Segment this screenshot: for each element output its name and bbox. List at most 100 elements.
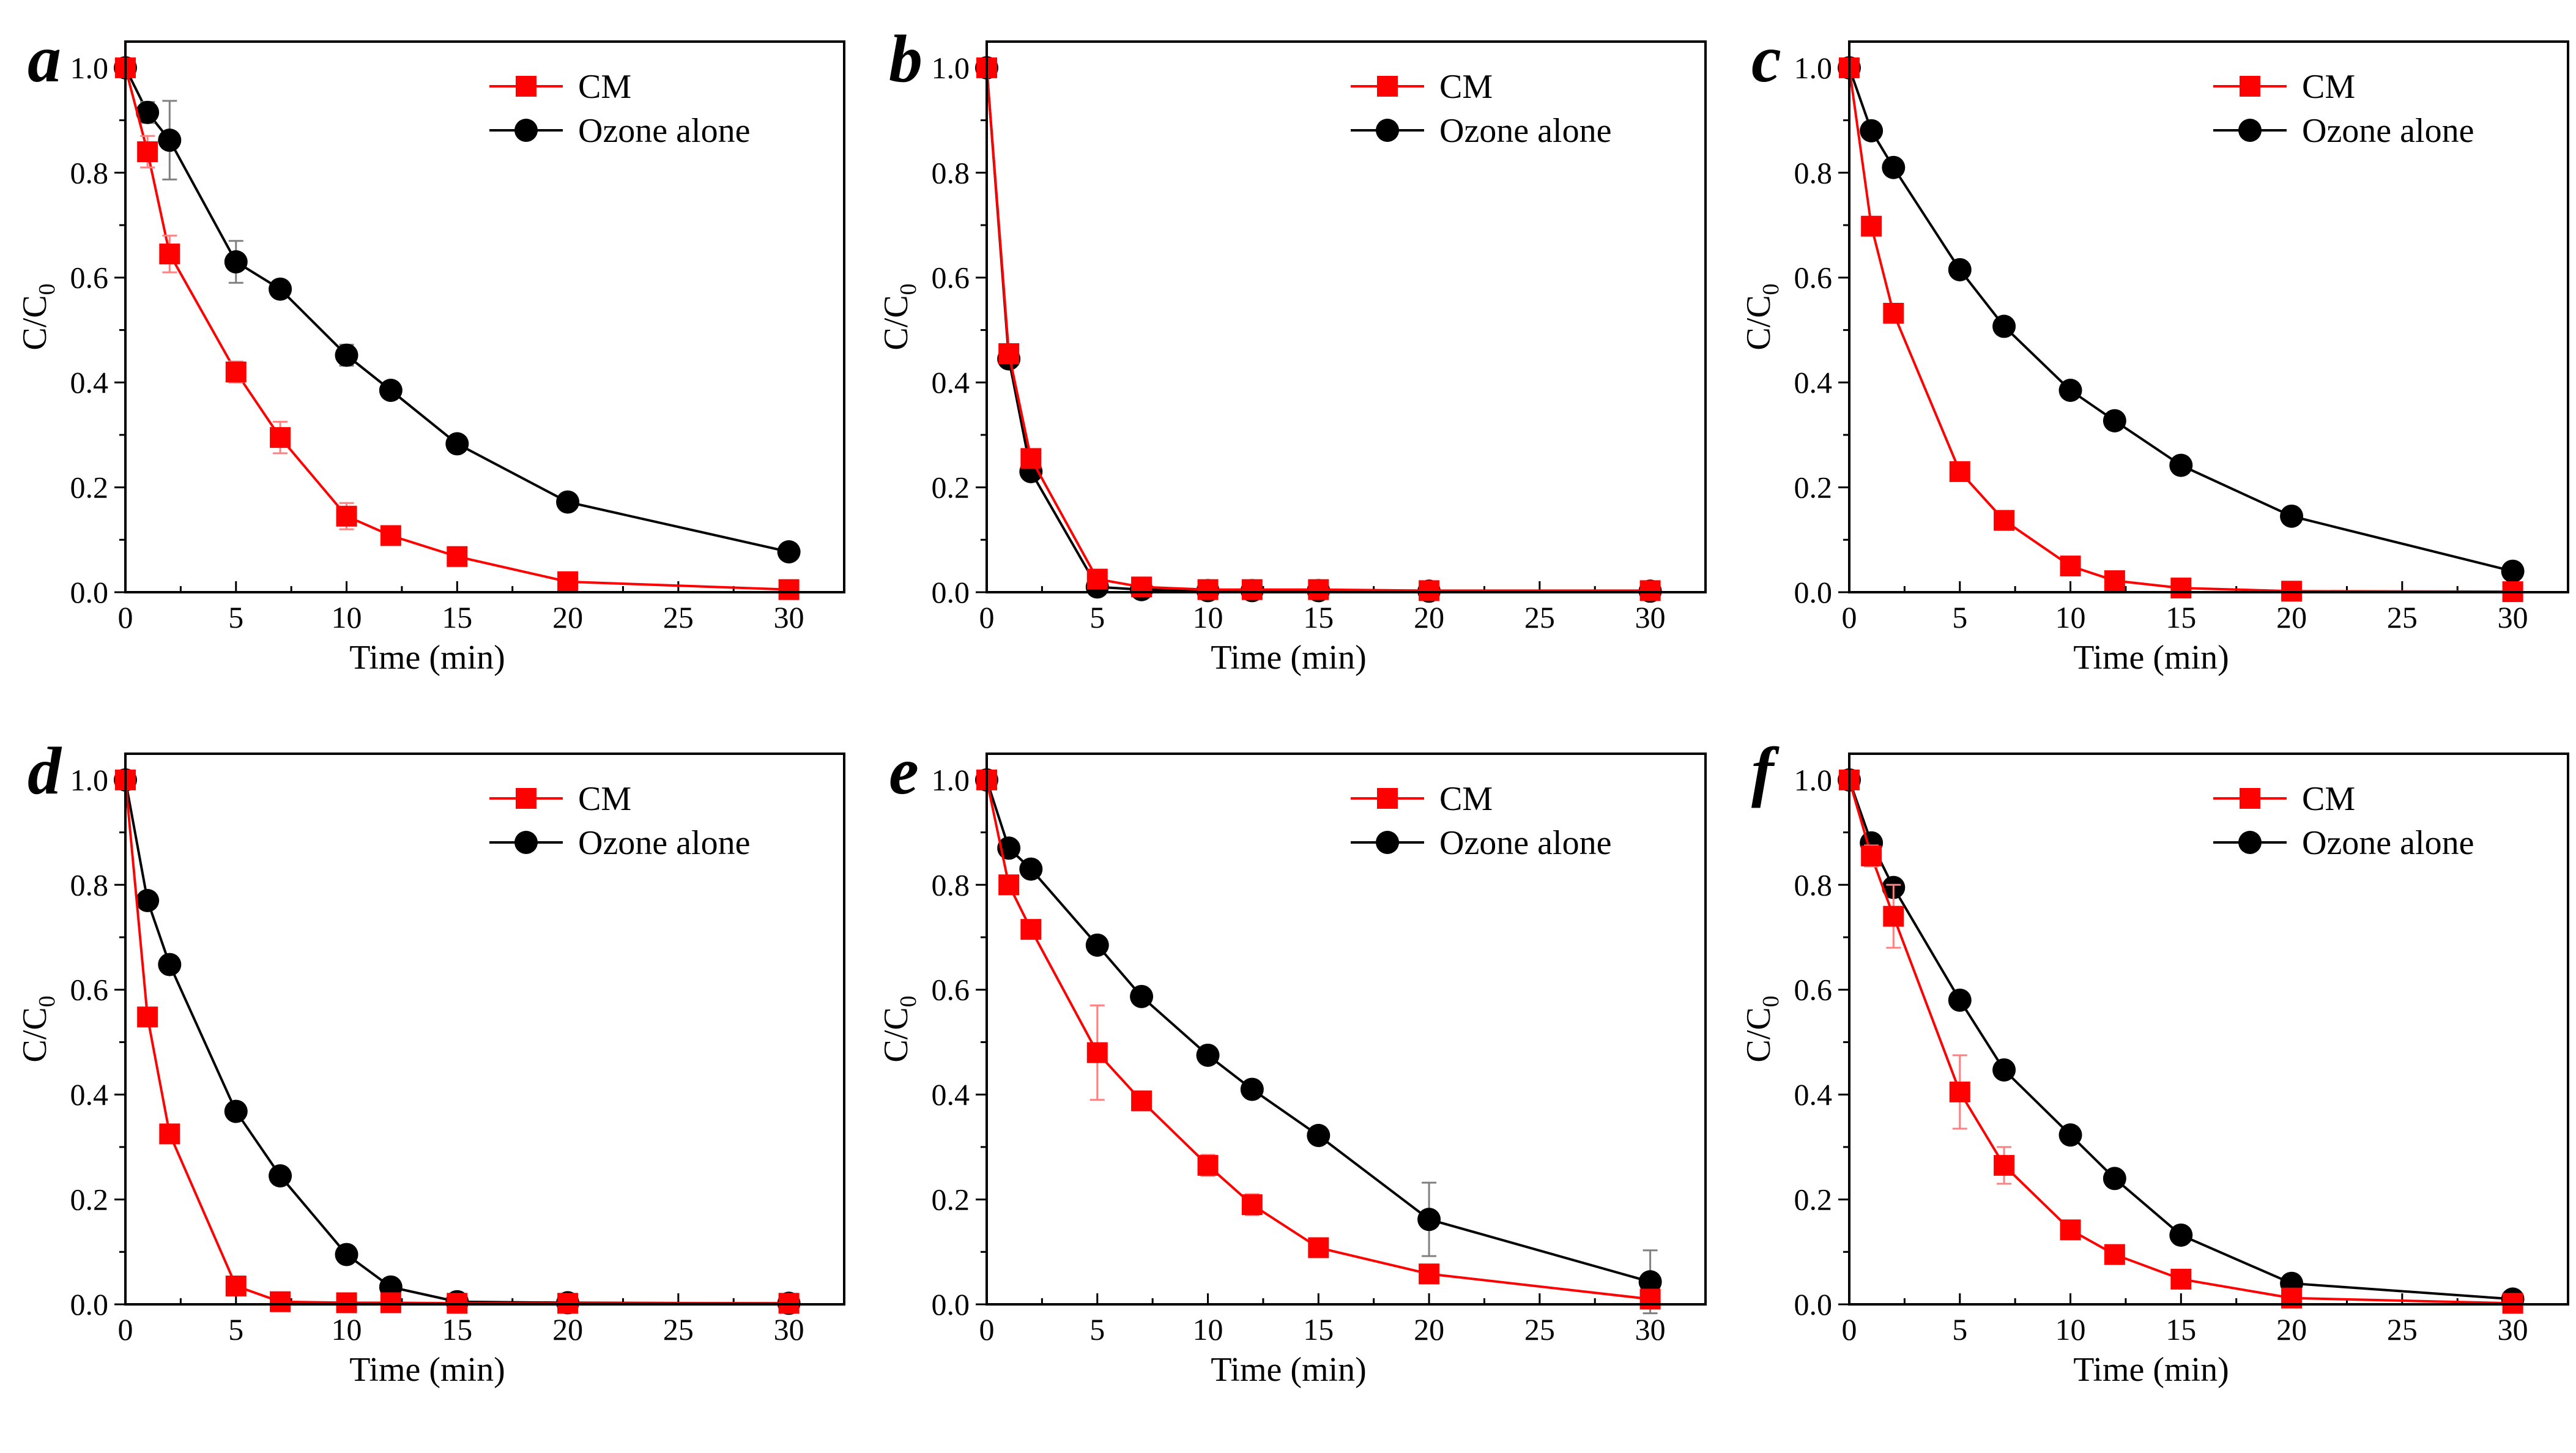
y-tick-label: 1.0: [1794, 763, 1833, 797]
x-tick-label: 5: [228, 600, 243, 634]
legend-marker: [1376, 119, 1399, 142]
y-axis-title: C/C0: [16, 283, 60, 350]
data-point: [2060, 556, 2081, 577]
data-point: [1949, 461, 1970, 482]
y-tick-label: 0.6: [932, 261, 970, 295]
x-axis-title: Time (min): [2073, 1351, 2229, 1389]
y-axis-title: C/C0: [1740, 283, 1784, 350]
x-tick-label: 20: [2276, 1312, 2307, 1347]
data-point: [158, 953, 182, 976]
plot-frame: [985, 40, 1707, 593]
data-point: [1131, 576, 1153, 598]
y-axis-title-main: C/C: [16, 1007, 54, 1062]
series-line: [1848, 67, 2514, 573]
y-axis-title-subscript: 0: [34, 995, 60, 1007]
y-tick-label: 0.0: [1794, 1287, 1833, 1321]
y-tick-label: 0.2: [70, 470, 109, 505]
panel-b: b 0 5 10 15 20 25 30 0.0 0.2 0.4 0.6 0.8 1.0 Time (min…: [877, 21, 1707, 677]
data-point: [1994, 510, 2015, 531]
y-axis-title-subscript: 0: [1758, 995, 1784, 1007]
x-tick-label: 25: [1524, 600, 1555, 634]
panel-letter-f: f: [1751, 734, 1780, 808]
x-tick-label: 10: [332, 1312, 362, 1347]
x-tick-label: 0: [979, 1312, 995, 1347]
data-point: [2060, 1219, 2081, 1241]
legend-label: Ozone alone: [578, 112, 750, 150]
y-tick-label: 0.2: [1794, 1183, 1833, 1217]
data-point: [2104, 570, 2125, 592]
y-axis-title-subscript: 0: [1758, 283, 1784, 295]
data-point: [380, 1292, 401, 1314]
x-tick-label: 25: [2387, 600, 2418, 634]
legend-label: CM: [578, 68, 631, 106]
y-tick-label: 0.6: [1794, 973, 1833, 1007]
data-point: [335, 343, 358, 367]
plot-frame: [124, 753, 845, 1306]
x-tick-label: 15: [1303, 1312, 1334, 1347]
y-tick-label: 0.0: [70, 575, 109, 609]
series-line: [985, 779, 1650, 1301]
legend-label: Ozone alone: [2302, 824, 2474, 862]
y-tick-label: 0.8: [1794, 868, 1833, 902]
x-tick-label: 0: [1842, 600, 1857, 634]
data-point: [1417, 1208, 1441, 1232]
y-tick-label: 0.6: [70, 261, 109, 295]
x-tick-label: 30: [1635, 600, 1666, 634]
data-point: [1086, 1042, 1108, 1063]
series-cm: [115, 57, 800, 600]
data-point: [136, 100, 160, 124]
x-tick-label: 10: [1193, 1312, 1223, 1347]
series-cm: [976, 57, 1661, 601]
y-axis-title: C/C0: [16, 995, 60, 1062]
y-tick-label: 0.2: [70, 1183, 109, 1217]
plot-frame: [124, 40, 845, 593]
data-point: [1638, 1270, 1662, 1294]
panel-letter-a: a: [28, 21, 61, 96]
y-tick-label: 0.0: [932, 575, 970, 609]
data-point: [159, 1123, 180, 1145]
y-tick-label: 0.8: [932, 868, 970, 902]
x-axis-title: Time (min): [1211, 639, 1367, 677]
data-point: [777, 540, 801, 563]
x-axis-title: Time (min): [349, 639, 505, 677]
data-point: [1639, 580, 1661, 601]
y-tick-label: 0.2: [932, 470, 970, 505]
series-line: [124, 67, 789, 591]
y-tick-label: 1.0: [1794, 51, 1833, 85]
data-point: [158, 128, 182, 152]
data-point: [1883, 303, 1904, 324]
data-point: [1860, 119, 1884, 143]
x-tick-label: 25: [2387, 1312, 2418, 1347]
x-tick-label: 20: [1414, 1312, 1444, 1347]
x-tick-label: 5: [1089, 1312, 1105, 1347]
panel-letter-c: c: [1751, 21, 1781, 96]
data-point: [1086, 568, 1108, 590]
y-tick-label: 0.0: [70, 1287, 109, 1321]
legend-marker: [514, 119, 538, 142]
x-tick-label: 20: [2276, 600, 2307, 634]
y-tick-label: 0.4: [1794, 1077, 1833, 1112]
y-tick-label: 1.0: [932, 51, 970, 85]
data-point: [2170, 1268, 2192, 1290]
y-axis-title-subscript: 0: [896, 283, 921, 295]
data-point: [335, 1243, 358, 1266]
x-tick-label: 5: [1952, 600, 1967, 634]
data-point: [137, 141, 158, 162]
data-point: [1307, 1124, 1331, 1147]
y-tick-label: 0.6: [1794, 261, 1833, 295]
x-axis-title: Time (min): [349, 1351, 505, 1389]
legend-marker: [1377, 788, 1398, 809]
legend-marker: [1377, 76, 1398, 97]
legend-label: Ozone alone: [578, 824, 750, 862]
data-point: [1241, 1194, 1263, 1216]
series-line: [1848, 779, 2513, 1301]
x-tick-label: 15: [2166, 600, 2196, 634]
x-tick-label: 10: [2055, 1312, 2086, 1347]
legend-marker: [516, 76, 536, 97]
panel-letter-e: e: [889, 734, 919, 808]
x-tick-label: 30: [774, 1312, 804, 1347]
data-point: [2058, 1123, 2082, 1147]
legend-marker: [514, 831, 538, 854]
plot-frame: [985, 753, 1707, 1306]
